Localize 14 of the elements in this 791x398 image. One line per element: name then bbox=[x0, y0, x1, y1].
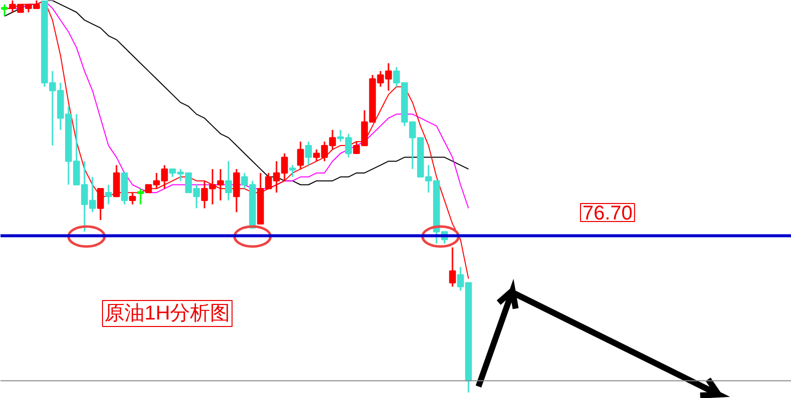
candlestick bbox=[1, 4, 8, 17]
candlestick bbox=[225, 160, 232, 202]
candlestick bbox=[129, 192, 136, 206]
candlestick bbox=[449, 246, 456, 288]
candlestick bbox=[105, 184, 112, 206]
candlestick bbox=[297, 140, 304, 170]
candlestick bbox=[113, 164, 120, 198]
candlestick bbox=[233, 168, 240, 213]
candlestick bbox=[97, 188, 104, 221]
text: 76.70 bbox=[582, 202, 633, 224]
candlestick bbox=[305, 140, 312, 166]
annotation: 原油1H分析图 bbox=[104, 302, 230, 324]
candlestick bbox=[289, 164, 296, 178]
candlestick bbox=[137, 188, 144, 206]
